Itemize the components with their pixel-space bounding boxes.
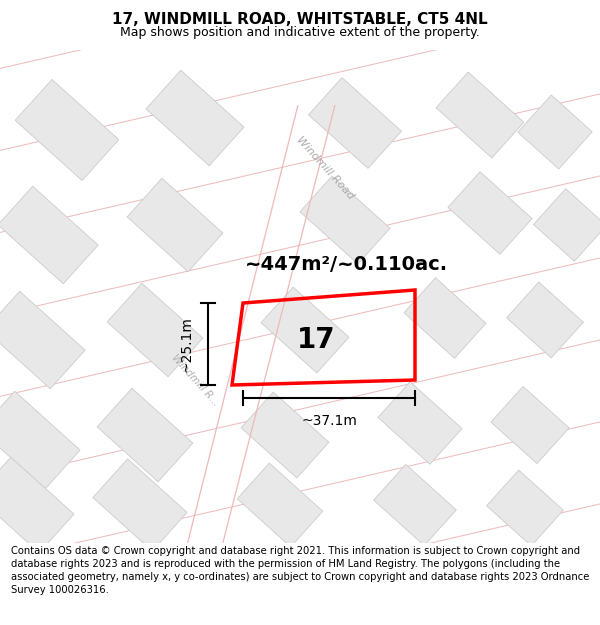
Text: Map shows position and indicative extent of the property.: Map shows position and indicative extent… [120,26,480,39]
Text: ~447m²/~0.110ac.: ~447m²/~0.110ac. [245,256,448,274]
Polygon shape [374,464,457,546]
Polygon shape [491,386,569,464]
Polygon shape [308,78,401,168]
Polygon shape [300,176,390,264]
Polygon shape [261,287,349,373]
Polygon shape [237,463,323,547]
Polygon shape [506,282,583,358]
Polygon shape [448,172,532,254]
Polygon shape [0,186,98,284]
Text: Contains OS data © Crown copyright and database right 2021. This information is : Contains OS data © Crown copyright and d… [11,546,589,596]
Text: 17: 17 [297,326,335,354]
Polygon shape [93,459,187,551]
Text: 17, WINDMILL ROAD, WHITSTABLE, CT5 4NL: 17, WINDMILL ROAD, WHITSTABLE, CT5 4NL [112,12,488,28]
Polygon shape [533,189,600,261]
Polygon shape [487,470,563,546]
Polygon shape [436,72,524,158]
Polygon shape [518,95,592,169]
Polygon shape [107,283,203,377]
Polygon shape [378,382,462,464]
Polygon shape [146,70,244,166]
Polygon shape [0,458,74,552]
Text: Windmill R...: Windmill R... [169,352,221,408]
Text: ~37.1m: ~37.1m [301,414,357,428]
Polygon shape [97,388,193,482]
Polygon shape [0,391,80,489]
Polygon shape [0,291,85,389]
Text: ~25.1m: ~25.1m [180,316,194,372]
Polygon shape [404,278,486,358]
Polygon shape [241,392,329,478]
Polygon shape [15,79,119,181]
Text: Windmill Road: Windmill Road [295,135,356,201]
Polygon shape [127,178,223,272]
